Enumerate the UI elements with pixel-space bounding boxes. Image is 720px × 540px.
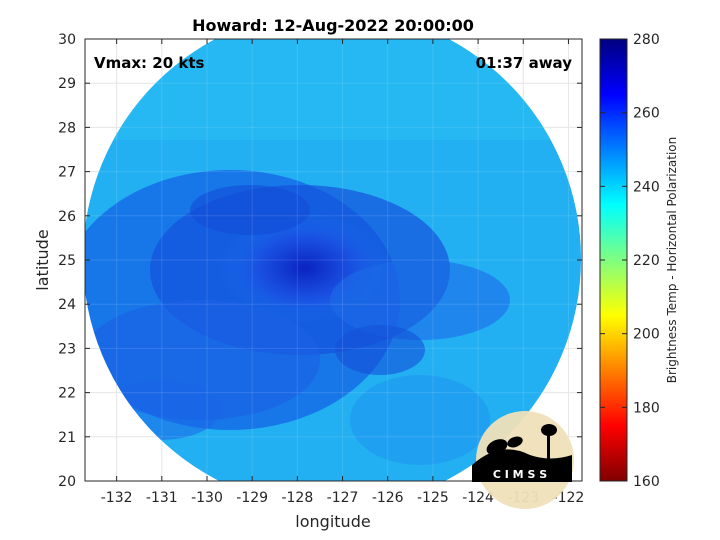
x-tick-label: -130 [191, 490, 223, 506]
water-tower-icon [547, 432, 550, 462]
colorbar-tick-label: 220 [633, 253, 660, 269]
x-tick-label: -122 [553, 490, 585, 506]
colorbar-label: Brightness Temp - Horizontal Polarizatio… [665, 137, 679, 384]
colorbar-tick-label: 200 [633, 327, 660, 343]
colorbar-tick-label: 240 [633, 179, 660, 195]
x-ticks: -132-131-130-129-128-127-126-125-124-123… [101, 39, 585, 506]
colorbar-ticks: 160 180 200 220 240 260 280 [600, 32, 660, 490]
x-axis-label: longitude [295, 512, 370, 531]
x-tick-label: -128 [281, 490, 313, 506]
vmax-label: Vmax: 20 kts [94, 54, 204, 72]
logo-text: C I M S S [493, 468, 547, 481]
time-away-label: 01:37 away [476, 54, 573, 72]
y-tick-label: 26 [58, 209, 76, 225]
colorbar-tick-label: 180 [633, 400, 660, 416]
x-tick-label: -125 [417, 490, 449, 506]
y-tick-label: 25 [58, 253, 76, 269]
cimss-logo: C I M S S [472, 411, 574, 509]
x-tick-label: -124 [462, 490, 494, 506]
y-axis-label: latitude [33, 229, 52, 290]
x-tick-label: -129 [236, 490, 268, 506]
colorbar-tick-label: 280 [633, 32, 660, 48]
y-tick-label: 30 [58, 32, 76, 48]
y-tick-label: 21 [58, 430, 76, 446]
y-tick-label: 24 [58, 297, 76, 313]
y-tick-label: 20 [58, 474, 76, 490]
x-tick-label: -126 [372, 490, 404, 506]
y-tick-label: 29 [58, 76, 76, 92]
y-tick-label: 23 [58, 341, 76, 357]
y-ticks: 20 21 22 23 24 25 26 27 28 29 30 [58, 32, 582, 490]
satellite-dish-icon [486, 439, 508, 455]
y-tick-label: 22 [58, 386, 76, 402]
colorbar-tick-label: 260 [633, 106, 660, 122]
x-tick-label: -131 [146, 490, 178, 506]
y-tick-label: 27 [58, 165, 76, 181]
colorbar-tick-label: 160 [633, 474, 660, 490]
x-tick-label: -132 [101, 490, 133, 506]
y-tick-label: 28 [58, 120, 76, 136]
chart-title: Howard: 12-Aug-2022 20:00:00 [192, 16, 474, 35]
x-tick-label: -127 [327, 490, 359, 506]
